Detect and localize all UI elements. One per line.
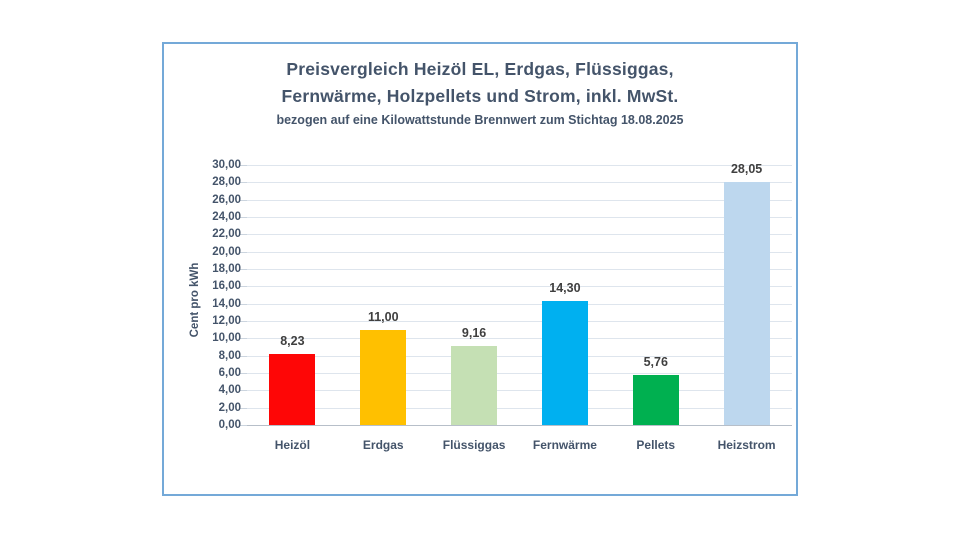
- chart-bar-2: [360, 330, 407, 425]
- y-axis-tickmark: [240, 182, 247, 184]
- y-axis-tick-label: 20,00: [212, 245, 241, 258]
- y-axis-tickmark: [240, 338, 247, 340]
- y-axis-tickmark: [240, 373, 247, 374]
- y-axis-tick-label: 28,00: [212, 176, 241, 189]
- gridline: [247, 217, 792, 218]
- y-axis-tickmark: [240, 355, 247, 357]
- x-axis-label: Fernwärme: [532, 438, 597, 452]
- chart-panel: Preisvergleich Heizöl EL, Erdgas, Flüssi…: [162, 42, 798, 496]
- chart-bar-1: [269, 354, 316, 425]
- chart-title: Preisvergleich Heizöl EL, Erdgas, Flüssi…: [164, 56, 796, 110]
- bar-value-label: 11,00: [367, 310, 399, 324]
- y-axis-tick-label: 4,00: [218, 384, 241, 397]
- y-axis-tickmark: [240, 407, 247, 409]
- gridline: [247, 355, 792, 357]
- bar-value-label: 5,76: [643, 355, 668, 369]
- x-axis-label: Erdgas: [362, 438, 404, 452]
- gridline: [247, 165, 792, 166]
- y-axis-tickmark: [240, 269, 247, 270]
- y-axis-tickmark: [240, 425, 247, 426]
- y-axis-tick-label: 22,00: [212, 228, 241, 241]
- chart-title-line1: Preisvergleich Heizöl EL, Erdgas, Flüssi…: [286, 59, 674, 79]
- plot-area: 0,00 2,00 4,00 6,00 8,00 10,00 12,00 14,00 16,00…: [164, 44, 796, 494]
- x-axis-label: Pellets: [636, 438, 676, 452]
- y-axis-tickmark: [240, 234, 247, 236]
- y-axis-tickmark: [240, 303, 247, 305]
- gridline: [247, 338, 792, 340]
- y-axis-tick-label: 6,00: [218, 367, 241, 379]
- y-axis-tick-label: 12,00: [212, 315, 241, 327]
- y-axis-tickmark: [240, 165, 247, 166]
- gridline: [247, 373, 792, 374]
- gridline: [247, 407, 792, 409]
- gridline: [247, 182, 792, 184]
- gridline: [247, 303, 792, 305]
- bar-value-label: 28,05: [730, 162, 763, 176]
- y-axis-tick-label: 10,00: [212, 332, 241, 345]
- chart-subtitle: bezogen auf eine Kilowattstunde Brennwer…: [276, 113, 684, 127]
- y-axis-tick-label: 18,00: [212, 263, 241, 275]
- x-axis-line: [247, 425, 792, 426]
- gridline: [247, 199, 792, 201]
- y-axis-tickmark: [240, 390, 247, 392]
- chart-bar-3: [451, 346, 498, 425]
- y-axis-tickmark: [240, 321, 247, 322]
- bar-value-label: 14,30: [549, 281, 581, 295]
- gridline: [247, 234, 792, 236]
- y-axis-tick-label: 2,00: [218, 401, 241, 414]
- chart-bar-4: [541, 301, 588, 425]
- y-axis-tick-label: 0,00: [218, 419, 241, 431]
- y-axis-tick-label: 16,00: [212, 280, 241, 293]
- gridline: [247, 286, 792, 288]
- gridline: [247, 251, 792, 253]
- y-axis-tick-label: 8,00: [218, 349, 241, 362]
- bar-value-label: 9,16: [461, 326, 487, 340]
- gridline: [247, 321, 792, 322]
- chart-bar-6: [723, 182, 770, 425]
- x-axis-label: Heizöl: [274, 438, 311, 452]
- y-axis-tickmark: [240, 251, 247, 253]
- y-axis-tick-label: 30,00: [212, 159, 241, 171]
- gridline: [247, 269, 792, 270]
- bar-value-label: 8,23: [280, 334, 305, 348]
- x-axis-label: Flüssiggas: [442, 438, 506, 452]
- y-axis-tickmark: [240, 199, 247, 201]
- x-axis-label: Heizstrom: [717, 438, 776, 452]
- y-axis-tick-label: 26,00: [212, 193, 241, 206]
- y-axis-tick-label: 14,00: [212, 297, 241, 310]
- y-axis-tickmark: [240, 286, 247, 288]
- y-axis-tick-label: 24,00: [212, 211, 241, 223]
- chart-bar-5: [632, 375, 679, 425]
- chart-title-line2: Fernwärme, Holzpellets und Strom, inkl. …: [281, 86, 679, 106]
- y-axis-tickmark: [240, 217, 247, 218]
- gridline: [247, 390, 792, 392]
